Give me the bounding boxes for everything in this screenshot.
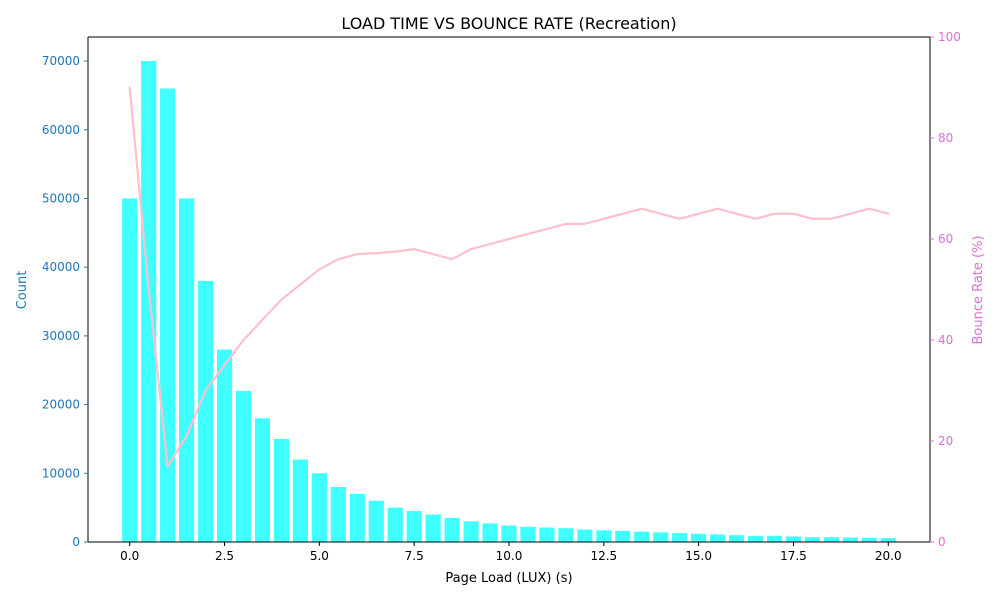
bar	[426, 515, 441, 542]
bar	[482, 523, 497, 542]
chart-title: LOAD TIME VS BOUNCE RATE (Recreation)	[341, 14, 676, 33]
bar	[350, 494, 365, 542]
bar	[691, 534, 706, 542]
y-right-tick-label: 40	[938, 333, 953, 347]
y-left-tick-label: 0	[72, 535, 80, 549]
bar	[407, 511, 422, 542]
y-left-tick-label: 10000	[42, 466, 80, 480]
y-left-tick-label: 50000	[42, 191, 80, 205]
x-tick-label: 12.5	[590, 549, 617, 563]
bar	[881, 538, 896, 542]
bar	[824, 537, 839, 542]
x-axis-label: Page Load (LUX) (s)	[445, 571, 572, 586]
bar	[767, 536, 782, 542]
x-tick-label: 7.5	[405, 549, 424, 563]
y-left-tick-label: 60000	[42, 123, 80, 137]
x-tick-label: 20.0	[875, 549, 902, 563]
bar	[805, 537, 820, 542]
bar	[577, 530, 592, 542]
bar	[463, 521, 478, 542]
bar	[862, 538, 877, 542]
x-tick-label: 10.0	[496, 549, 523, 563]
y-left-tick-label: 20000	[42, 398, 80, 412]
y-right-tick-label: 80	[938, 131, 953, 145]
y-right-tick-label: 20	[938, 434, 953, 448]
bar	[596, 530, 611, 542]
y-axis-left-label: Count	[15, 271, 30, 310]
bar	[274, 439, 289, 542]
bar	[520, 527, 535, 542]
bar	[672, 533, 687, 542]
bar	[615, 531, 630, 542]
bar	[710, 534, 725, 542]
x-tick-label: 5.0	[310, 549, 329, 563]
bar	[388, 508, 403, 542]
bar	[558, 528, 573, 542]
bar	[293, 460, 308, 542]
bar	[179, 198, 194, 542]
bar	[843, 538, 858, 542]
bar	[539, 528, 554, 542]
x-tick-label: 15.0	[685, 549, 712, 563]
y-axis-right-label: Bounce Rate (%)	[971, 235, 986, 344]
bar	[236, 391, 251, 542]
bar	[729, 535, 744, 542]
bar	[748, 536, 763, 542]
bar	[312, 473, 327, 542]
bar	[634, 532, 649, 542]
bar	[786, 537, 801, 543]
bar	[445, 518, 460, 542]
x-tick-label: 17.5	[780, 549, 807, 563]
bar	[255, 418, 270, 542]
y-right-tick-label: 60	[938, 232, 953, 246]
y-right-tick-label: 100	[938, 30, 961, 44]
bar	[501, 526, 516, 542]
y-left-tick-label: 40000	[42, 260, 80, 274]
bar	[653, 532, 668, 542]
bar	[122, 198, 137, 542]
bar	[217, 350, 232, 542]
bar	[141, 61, 156, 542]
x-tick-label: 0.0	[120, 549, 139, 563]
bar	[369, 501, 384, 542]
bar	[198, 281, 213, 542]
y-left-tick-label: 30000	[42, 329, 80, 343]
y-right-tick-label: 0	[938, 535, 946, 549]
y-left-tick-label: 70000	[42, 54, 80, 68]
bar	[160, 89, 175, 542]
bar	[331, 487, 346, 542]
x-tick-label: 2.5	[215, 549, 234, 563]
